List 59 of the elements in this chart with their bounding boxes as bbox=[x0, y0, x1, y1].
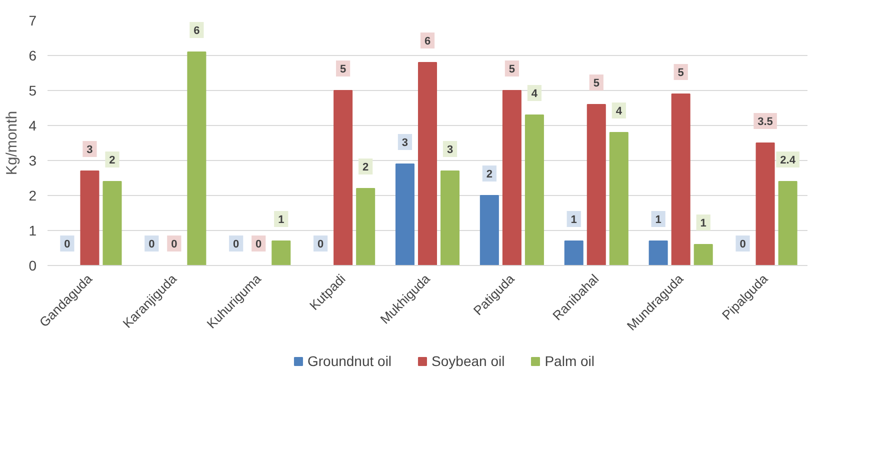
bar bbox=[272, 240, 291, 266]
data-label: 1 bbox=[700, 218, 706, 230]
data-label: 2 bbox=[362, 162, 369, 174]
data-label: 2.4 bbox=[780, 154, 796, 166]
bar bbox=[609, 132, 628, 266]
data-label: 4 bbox=[616, 106, 623, 118]
data-label: 5 bbox=[508, 64, 516, 76]
data-label: 0 bbox=[256, 238, 262, 250]
y-tick-label: 7 bbox=[28, 12, 37, 28]
data-label: 3 bbox=[86, 144, 93, 156]
y-tick-label: 1 bbox=[28, 222, 37, 238]
legend-label: Soybean oil bbox=[432, 353, 505, 369]
bar bbox=[395, 164, 414, 266]
data-label: 3 bbox=[402, 137, 408, 149]
bar bbox=[334, 90, 353, 266]
legend-label: Groundnut oil bbox=[307, 353, 392, 369]
bar bbox=[502, 90, 522, 266]
bar bbox=[480, 195, 499, 266]
y-tick-label: 6 bbox=[28, 48, 37, 64]
data-label: 1 bbox=[570, 214, 577, 226]
bar bbox=[440, 170, 460, 266]
data-label: 6 bbox=[424, 36, 431, 48]
data-label: 0 bbox=[171, 238, 178, 250]
data-label: 4 bbox=[531, 88, 538, 100]
y-tick-label: 3 bbox=[28, 152, 37, 168]
data-label: 5 bbox=[678, 67, 684, 79]
bar bbox=[418, 62, 438, 266]
bar bbox=[187, 52, 206, 266]
y-tick-label: 4 bbox=[28, 118, 37, 134]
data-label: 0 bbox=[148, 238, 155, 250]
bar bbox=[586, 104, 606, 266]
y-tick-label: 5 bbox=[28, 82, 37, 98]
data-label: 1 bbox=[278, 214, 284, 226]
data-label: 0 bbox=[317, 238, 324, 250]
bar bbox=[671, 94, 690, 266]
bar bbox=[756, 142, 775, 266]
bar bbox=[102, 181, 122, 266]
data-label: 0 bbox=[64, 238, 70, 250]
data-label: 0 bbox=[233, 238, 240, 250]
data-label: 2 bbox=[486, 168, 492, 180]
y-tick-label: 0 bbox=[28, 258, 37, 274]
bar bbox=[564, 240, 584, 266]
bar bbox=[80, 170, 100, 266]
bar bbox=[648, 240, 668, 266]
data-label: 3.5 bbox=[758, 116, 773, 128]
bar bbox=[356, 188, 376, 266]
data-label: 2 bbox=[109, 154, 116, 166]
data-label: 5 bbox=[340, 64, 346, 76]
data-label: 3 bbox=[446, 144, 454, 156]
bar bbox=[778, 181, 798, 266]
y-tick-label: 2 bbox=[28, 188, 37, 204]
data-label: 6 bbox=[194, 25, 200, 37]
legend-label: Palm oil bbox=[544, 353, 595, 369]
data-label: 1 bbox=[655, 214, 662, 226]
y-axis-title: Kg/month bbox=[4, 110, 21, 176]
data-label: 0 bbox=[740, 238, 746, 250]
data-label: 5 bbox=[593, 78, 600, 90]
bar bbox=[524, 114, 544, 266]
bar bbox=[694, 244, 713, 266]
